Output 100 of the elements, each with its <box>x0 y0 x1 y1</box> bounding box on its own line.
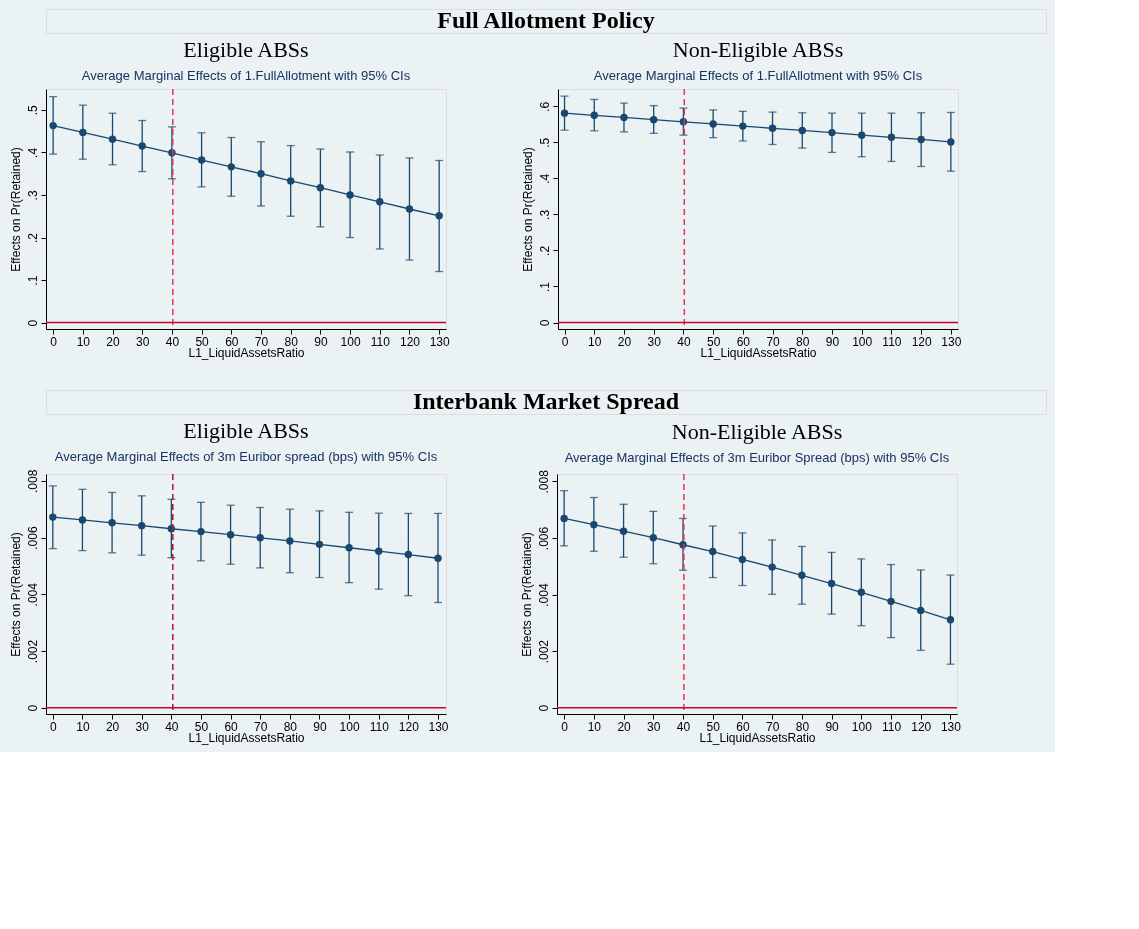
point <box>857 588 866 596</box>
point <box>404 550 413 559</box>
chart-subtitle: Average Marginal Effects of 3m Euribor spread (bps) with 95% CIs <box>54 449 438 465</box>
point <box>709 547 717 556</box>
y-tick-label: .006 <box>25 526 40 550</box>
y-axis-title: Effects on Pr(Retained) <box>8 532 23 657</box>
y-tick-label: .002 <box>536 639 551 664</box>
y-axis-title: Effects on Pr(Retained) <box>519 532 534 657</box>
point <box>346 191 354 199</box>
point <box>256 534 264 542</box>
x-tick-label: 10 <box>588 334 602 349</box>
point <box>798 126 806 135</box>
point <box>49 513 57 521</box>
y-tick-label: .008 <box>25 469 40 493</box>
x-tick-label: 20 <box>617 334 632 349</box>
x-tick-label: 20 <box>617 719 632 734</box>
point <box>286 537 294 545</box>
point <box>315 540 324 549</box>
point <box>227 163 236 171</box>
x-tick-label: 110 <box>369 719 390 734</box>
y-tick-label: 0 <box>537 319 552 327</box>
point <box>138 521 146 530</box>
point <box>226 531 235 539</box>
x-tick-label: 120 <box>911 719 932 734</box>
y-tick-label: .006 <box>536 526 551 551</box>
y-axis-title: Effects on Pr(Retained) <box>8 147 23 272</box>
x-tick-label: 110 <box>881 719 902 734</box>
point <box>316 184 325 192</box>
y-tick-label: .1 <box>537 281 552 292</box>
y-tick-label: .004 <box>25 582 40 607</box>
point <box>709 120 717 128</box>
point <box>649 115 658 124</box>
point <box>858 131 866 139</box>
y-tick-label: .3 <box>25 190 40 201</box>
point <box>768 124 777 132</box>
x-tick-label: 20 <box>105 719 120 734</box>
x-tick-label: 120 <box>398 719 420 734</box>
y-tick-label: .1 <box>25 275 40 286</box>
point <box>649 533 657 542</box>
x-tick-label: 90 <box>825 719 840 734</box>
y-axis-title: Effects on Pr(Retained) <box>520 147 535 272</box>
point <box>405 205 414 213</box>
y-tick-label: 0 <box>25 319 40 327</box>
x-tick-label: 90 <box>825 334 840 349</box>
y-tick-label: .4 <box>537 173 552 184</box>
point <box>590 111 598 120</box>
point <box>738 555 747 564</box>
point <box>560 109 569 117</box>
chart-title: Eligible ABSs <box>183 418 309 444</box>
y-tick-label: .3 <box>537 209 552 220</box>
point <box>827 579 836 588</box>
text: Interbank Market Spread <box>412 388 680 414</box>
x-tick-label: 100 <box>851 719 873 734</box>
text: Full Allotment Policy <box>437 7 655 33</box>
point <box>435 212 443 220</box>
point <box>197 156 206 164</box>
point <box>768 563 776 571</box>
x-tick-label: 100 <box>340 334 361 349</box>
x-tick-label: 130 <box>940 719 962 734</box>
point <box>887 133 896 141</box>
point <box>79 128 87 137</box>
x-tick-label: 110 <box>882 334 902 349</box>
point <box>108 519 116 527</box>
point <box>887 597 895 606</box>
point <box>946 616 955 624</box>
point <box>108 135 117 143</box>
x-tick-label: 130 <box>941 334 962 349</box>
x-tick-label: 130 <box>429 334 450 349</box>
y-tick-label: .2 <box>25 232 40 244</box>
chart-subtitle: Average Marginal Effects of 1.FullAllotment with 95% CIs <box>81 68 411 84</box>
point <box>49 121 57 130</box>
point <box>376 198 384 206</box>
x-tick-label: 10 <box>76 719 90 734</box>
x-tick-label: 40 <box>677 334 691 349</box>
point <box>798 571 806 580</box>
y-tick-label: .6 <box>537 101 552 112</box>
x-tick-label: 20 <box>106 334 121 349</box>
x-tick-label: 130 <box>428 719 449 734</box>
x-tick-label: 0 <box>561 719 569 734</box>
x-tick-label: 40 <box>165 719 179 734</box>
y-tick-label: .002 <box>25 639 40 664</box>
x-tick-label: 0 <box>49 719 57 734</box>
y-tick-label: .2 <box>537 245 552 256</box>
point <box>138 142 146 150</box>
point <box>947 138 955 146</box>
point <box>345 544 353 552</box>
x-tick-label: 10 <box>76 334 91 349</box>
x-tick-label: 110 <box>370 334 391 349</box>
x-tick-label: 90 <box>314 334 328 349</box>
x-tick-label: 90 <box>313 719 327 734</box>
x-tick-label: 30 <box>135 719 150 734</box>
point <box>197 527 205 536</box>
x-tick-label: 120 <box>911 334 932 349</box>
point <box>590 520 598 529</box>
x-tick-label: 40 <box>676 719 691 734</box>
point <box>286 177 295 185</box>
point <box>560 514 568 523</box>
point <box>619 527 628 535</box>
x-tick-label: 120 <box>399 334 421 349</box>
x-tick-label: 40 <box>165 334 180 349</box>
